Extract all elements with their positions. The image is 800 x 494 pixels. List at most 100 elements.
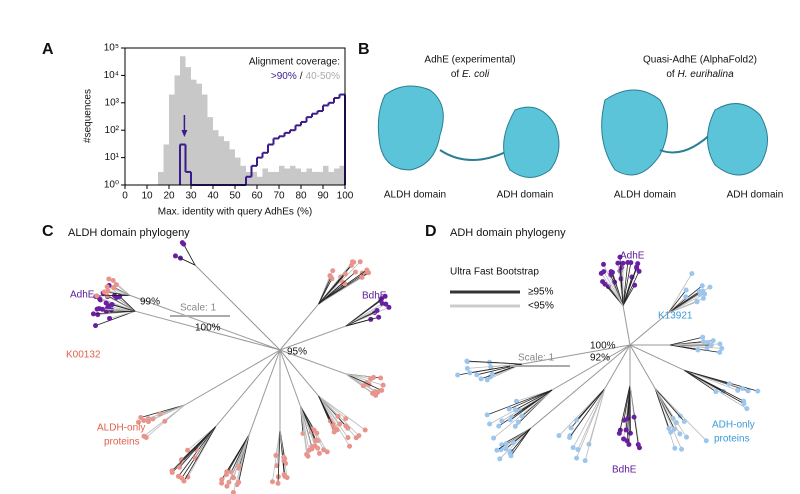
scale-label: Scale: 1 xyxy=(180,303,217,314)
panel-label: C xyxy=(42,223,54,240)
branch xyxy=(318,395,340,425)
tip xyxy=(710,338,716,344)
branch xyxy=(654,388,685,422)
domain-label: ADH domain xyxy=(497,190,554,201)
tip xyxy=(601,261,606,267)
branch xyxy=(669,344,698,351)
tip xyxy=(179,457,185,463)
tip xyxy=(360,383,366,389)
y-tick-label: 10⁵ xyxy=(104,43,119,54)
tip xyxy=(105,288,111,294)
tip xyxy=(683,294,689,300)
branch xyxy=(300,406,309,457)
tip xyxy=(342,271,348,277)
tip xyxy=(359,274,365,280)
branch xyxy=(233,434,250,493)
tip xyxy=(499,442,505,448)
branch xyxy=(603,264,624,306)
tip xyxy=(602,281,608,287)
tip xyxy=(556,433,562,439)
tip xyxy=(464,365,470,371)
panel-label: D xyxy=(425,223,437,240)
tip xyxy=(362,427,368,433)
tip xyxy=(695,347,701,353)
tip xyxy=(90,311,96,317)
branch xyxy=(300,406,313,449)
tip xyxy=(616,430,622,436)
bar xyxy=(185,67,191,185)
branch xyxy=(318,395,350,447)
branch xyxy=(622,271,640,306)
branch xyxy=(194,264,281,351)
branch xyxy=(618,384,631,434)
branch xyxy=(667,273,693,314)
adh-structure xyxy=(503,106,560,178)
branch xyxy=(183,426,217,482)
bar xyxy=(229,149,235,185)
tip xyxy=(474,372,480,378)
protein-structures xyxy=(377,85,768,178)
bar xyxy=(295,168,301,185)
tip xyxy=(93,323,99,329)
x-tick-label: 60 xyxy=(251,191,263,202)
bar xyxy=(268,171,274,185)
tip xyxy=(704,345,710,351)
bar xyxy=(218,136,224,185)
branch xyxy=(629,384,635,418)
tip xyxy=(635,442,641,448)
tip xyxy=(681,419,687,425)
tree xyxy=(90,240,392,494)
branch xyxy=(345,310,378,327)
tip xyxy=(631,414,637,420)
tip xyxy=(609,269,615,275)
clade-label: K13921 xyxy=(658,311,693,322)
tip xyxy=(574,417,580,423)
annotation-arrowhead xyxy=(181,130,188,137)
branch xyxy=(654,388,682,450)
tip xyxy=(376,314,382,320)
tip xyxy=(503,441,509,447)
legend-title: Ultra Fast Bootstrap xyxy=(450,267,539,278)
clade-label: BdhE xyxy=(362,291,387,302)
branch xyxy=(318,269,368,305)
tip xyxy=(104,284,110,290)
legend-title: Alignment coverage: xyxy=(249,57,340,68)
linker xyxy=(659,129,716,154)
tip xyxy=(515,419,521,425)
panel-title: ALDH domain phylogeny xyxy=(68,227,190,239)
x-tick-label: 0 xyxy=(122,191,128,202)
branch xyxy=(345,373,384,386)
tip xyxy=(700,334,706,340)
tip xyxy=(313,437,319,443)
tip xyxy=(99,306,105,312)
branch xyxy=(509,389,553,410)
tip xyxy=(343,423,349,429)
aldh-structure xyxy=(377,85,444,171)
branch xyxy=(654,388,670,429)
branch xyxy=(622,266,638,306)
tip xyxy=(740,385,746,391)
tip xyxy=(506,406,512,412)
branch xyxy=(143,404,185,421)
tip xyxy=(368,376,374,382)
tip xyxy=(672,445,678,451)
tip xyxy=(281,472,287,478)
branch xyxy=(102,308,136,312)
tip xyxy=(109,302,115,308)
tip xyxy=(305,453,311,459)
tip xyxy=(679,446,685,452)
clade-label: ALDH-only xyxy=(97,423,145,434)
branch xyxy=(345,316,379,327)
tip xyxy=(275,480,281,486)
tip xyxy=(735,387,741,393)
tip xyxy=(487,421,493,427)
branch xyxy=(275,429,281,456)
bootstrap-label: 92% xyxy=(590,353,610,364)
tip xyxy=(103,300,109,306)
tip xyxy=(334,427,340,433)
branch xyxy=(345,373,364,387)
branch xyxy=(501,389,553,422)
branch xyxy=(300,406,316,446)
tip xyxy=(677,413,683,419)
branch xyxy=(318,261,361,305)
